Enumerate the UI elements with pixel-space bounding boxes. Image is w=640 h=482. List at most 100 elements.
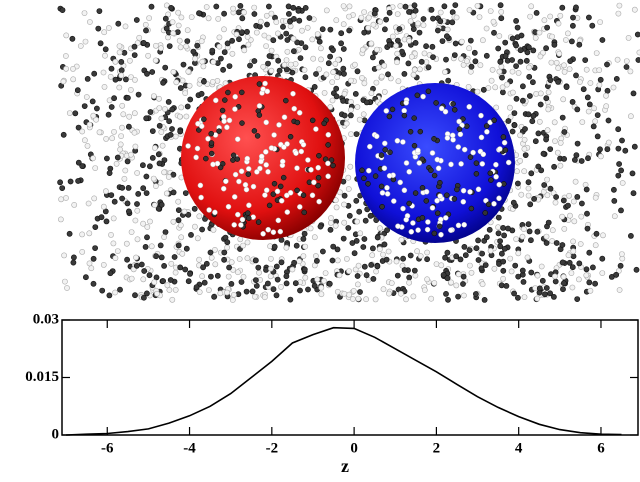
particle [537,53,544,60]
particle [611,213,618,220]
particle [395,223,401,229]
particle [334,246,341,253]
particle [251,128,258,134]
particle [253,282,260,289]
particle [316,152,322,159]
particle [291,259,297,266]
particle [526,64,532,71]
particle [633,266,640,273]
particle [158,129,165,135]
particle [219,107,226,114]
particle [347,163,354,170]
particle [213,97,219,104]
particle [102,46,109,53]
particle [493,104,500,111]
particle [490,18,497,25]
particle [179,77,186,84]
particle [519,233,526,240]
particle [397,179,403,186]
particle [167,277,174,283]
particle [254,169,260,175]
particle [438,105,445,112]
particle [354,218,360,225]
particle [466,247,473,254]
particle [394,50,401,57]
particle [234,156,241,162]
particle [172,269,179,276]
particle [504,81,510,88]
particle [262,80,268,87]
particle [617,262,624,269]
particle [471,49,478,56]
particle [276,122,282,128]
particle [103,135,109,142]
particle [434,210,441,216]
particle [393,42,399,49]
particle [141,268,148,274]
particle [377,18,384,25]
particle [256,269,262,276]
particle [565,252,572,259]
particle [484,129,490,135]
particle [543,240,550,246]
particle [526,228,533,235]
particle [619,251,625,257]
particle [478,265,485,272]
particle [495,214,502,221]
particle [515,273,522,280]
particle [590,264,596,271]
particle [375,64,382,71]
particle [256,23,263,30]
particle [310,55,317,62]
particle [327,226,334,233]
particle [582,57,589,63]
particle [628,113,634,120]
particle [551,293,557,300]
particle [182,266,189,273]
particle [385,71,391,78]
particle [101,29,108,36]
particle [297,204,303,210]
particle [240,242,246,249]
particle [258,153,265,160]
particle [451,52,458,58]
particle [521,294,528,300]
particle [527,13,533,20]
particle [217,55,224,62]
particle [491,29,497,36]
particle [221,118,227,124]
particle [265,60,271,67]
particle [200,63,207,70]
particle [500,275,506,282]
particle [408,229,415,235]
particle [498,8,505,15]
particle [519,267,526,274]
particle [366,167,372,174]
particle [172,286,179,293]
particle [194,145,201,152]
x-tick-label: 4 [515,440,523,456]
particle [557,162,564,169]
particle [72,110,79,117]
particle [91,195,98,202]
particle [177,44,184,51]
particle [260,86,266,92]
particle [146,272,153,279]
particle [363,99,370,106]
particle [325,142,331,148]
particle [146,163,153,170]
particle [394,11,401,17]
particle [283,244,290,251]
particle [386,41,393,48]
particle [177,128,184,135]
particle [486,226,493,233]
particle [197,182,204,189]
particle [338,30,345,37]
particle [425,219,431,225]
particle [527,201,534,208]
particle [420,16,427,22]
particle [134,40,141,46]
particle [355,262,362,269]
particle [580,86,587,93]
particle [147,109,154,115]
